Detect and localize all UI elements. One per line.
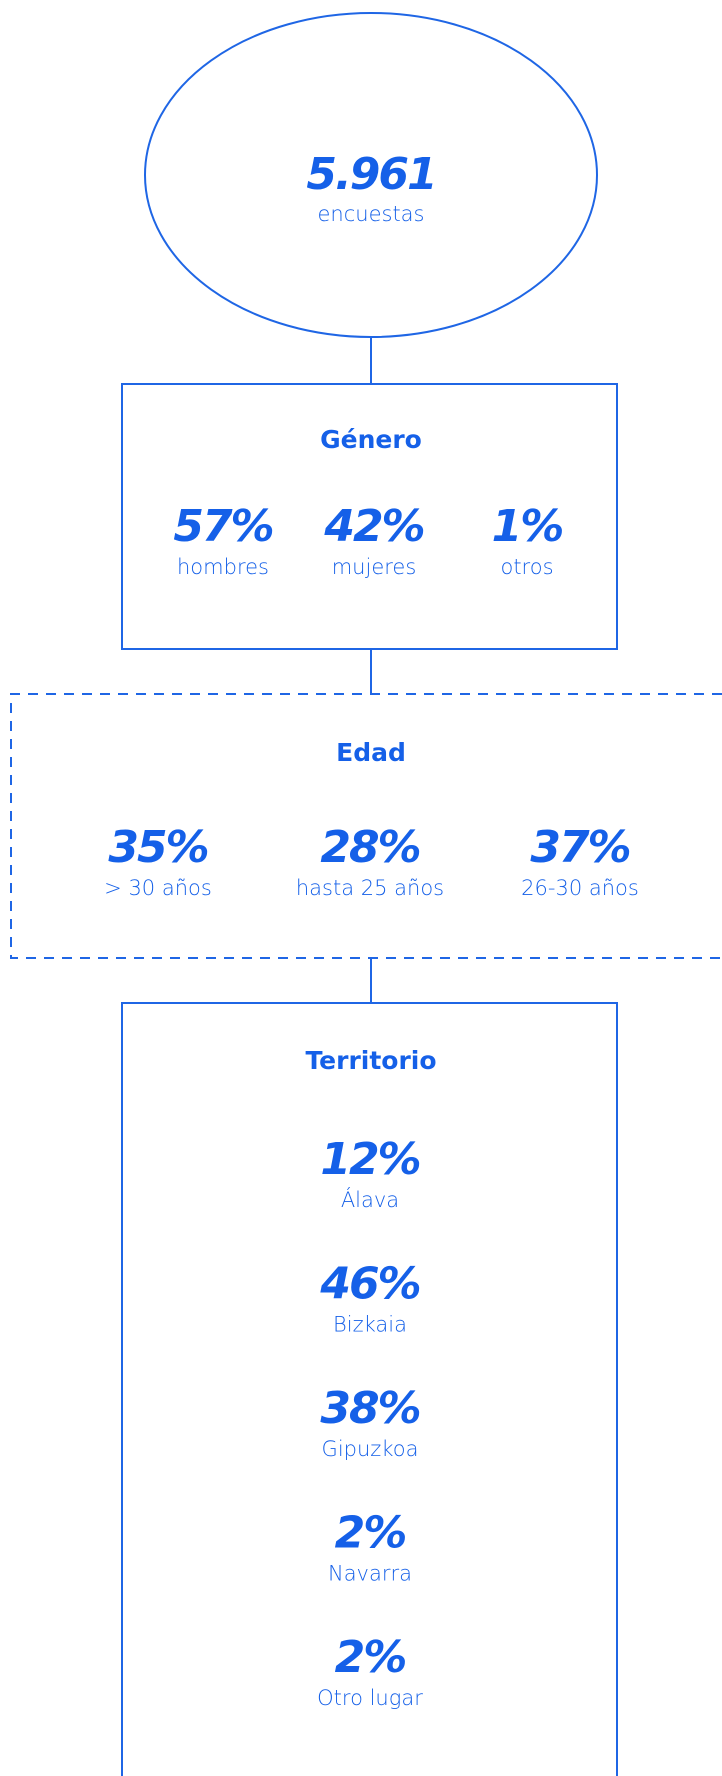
- stat-label: > 30 años: [104, 876, 212, 900]
- stat-value: 2%: [335, 1632, 406, 1683]
- stat-label: hombres: [177, 555, 269, 579]
- stat-value: 1%: [492, 501, 563, 552]
- stat-value: 12%: [320, 1134, 419, 1185]
- section-title: Edad: [336, 738, 406, 767]
- stat-value: 46%: [319, 1259, 419, 1310]
- stat-label: otros: [500, 555, 553, 579]
- section-title: Género: [320, 425, 422, 454]
- stat-label: Gipuzkoa: [322, 1437, 419, 1461]
- stat-value: 42%: [323, 501, 423, 552]
- stat-label: Bizkaia: [333, 1313, 407, 1337]
- stat-value: 37%: [530, 822, 629, 873]
- stat-value: 2%: [335, 1508, 406, 1559]
- stat-value: 38%: [320, 1383, 419, 1434]
- stat-value: 35%: [108, 822, 207, 873]
- stat-value: 57%: [173, 501, 272, 552]
- stat-label: Álava: [341, 1187, 399, 1212]
- stat-label: Navarra: [328, 1562, 412, 1586]
- section-title: Territorio: [305, 1046, 436, 1075]
- stat-label: hasta 25 años: [296, 876, 444, 900]
- gender-box: [121, 383, 618, 650]
- territory-box: [121, 1002, 618, 1776]
- stat-label: mujeres: [332, 555, 417, 579]
- total-value: 5.961: [306, 149, 435, 200]
- stat-label: 26-30 años: [521, 876, 639, 900]
- stat-value: 28%: [320, 822, 419, 873]
- stat-label: Otro lugar: [317, 1686, 423, 1710]
- age-box: [10, 693, 722, 959]
- total-label: encuestas: [318, 202, 425, 226]
